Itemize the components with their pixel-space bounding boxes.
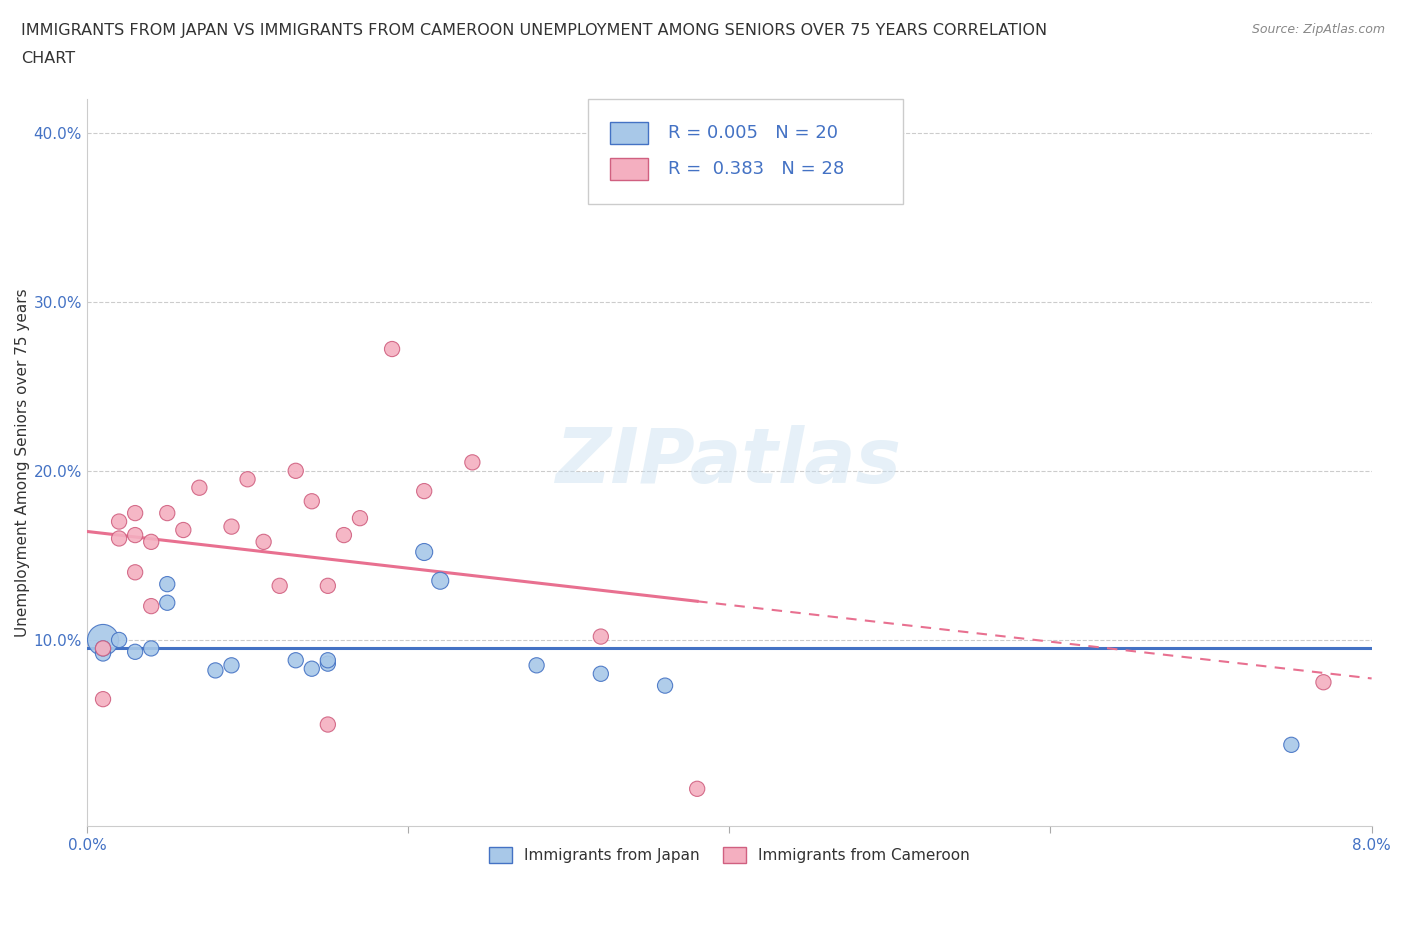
Point xyxy=(316,653,339,668)
Point xyxy=(221,658,243,672)
Point xyxy=(589,666,612,681)
Point xyxy=(108,632,131,647)
Point xyxy=(91,692,114,707)
Point xyxy=(108,531,131,546)
Point xyxy=(141,599,163,614)
Point xyxy=(141,641,163,656)
Point xyxy=(252,535,274,550)
Point xyxy=(204,663,226,678)
Point xyxy=(172,523,194,538)
Point xyxy=(1312,675,1334,690)
Text: CHART: CHART xyxy=(21,51,75,66)
Point xyxy=(141,535,163,550)
Point xyxy=(269,578,291,593)
Point xyxy=(91,632,114,647)
Point xyxy=(236,472,259,486)
Point xyxy=(1279,737,1302,752)
Point xyxy=(413,545,436,560)
Point xyxy=(188,480,211,495)
Point xyxy=(316,657,339,671)
Point xyxy=(284,463,307,478)
FancyBboxPatch shape xyxy=(610,158,648,180)
Point xyxy=(124,506,146,521)
Y-axis label: Unemployment Among Seniors over 75 years: Unemployment Among Seniors over 75 years xyxy=(15,288,30,637)
Text: ZIPatlas: ZIPatlas xyxy=(557,425,903,499)
Text: R =  0.383   N = 28: R = 0.383 N = 28 xyxy=(668,160,844,179)
Text: IMMIGRANTS FROM JAPAN VS IMMIGRANTS FROM CAMEROON UNEMPLOYMENT AMONG SENIORS OVE: IMMIGRANTS FROM JAPAN VS IMMIGRANTS FROM… xyxy=(21,23,1047,38)
Point xyxy=(654,678,676,693)
FancyBboxPatch shape xyxy=(588,99,903,205)
Point xyxy=(108,514,131,529)
Point xyxy=(333,527,356,542)
Point xyxy=(301,661,323,676)
Point xyxy=(589,629,612,644)
Point xyxy=(124,565,146,579)
FancyBboxPatch shape xyxy=(610,122,648,144)
Point xyxy=(124,527,146,542)
Point xyxy=(156,506,179,521)
Point xyxy=(526,658,548,672)
Point xyxy=(686,781,709,796)
Point xyxy=(91,641,114,656)
Text: Source: ZipAtlas.com: Source: ZipAtlas.com xyxy=(1251,23,1385,36)
Point xyxy=(316,578,339,593)
Point xyxy=(349,511,371,525)
Point xyxy=(301,494,323,509)
Text: R = 0.005   N = 20: R = 0.005 N = 20 xyxy=(668,124,838,142)
Point xyxy=(316,717,339,732)
Point xyxy=(284,653,307,668)
Point xyxy=(156,595,179,610)
Point xyxy=(413,484,436,498)
Point xyxy=(156,577,179,591)
Point xyxy=(221,519,243,534)
Point xyxy=(91,646,114,661)
Legend: Immigrants from Japan, Immigrants from Cameroon: Immigrants from Japan, Immigrants from C… xyxy=(482,841,976,870)
Point xyxy=(124,644,146,659)
Point xyxy=(91,641,114,656)
Point xyxy=(429,573,451,588)
Point xyxy=(461,455,484,470)
Point xyxy=(381,341,404,356)
